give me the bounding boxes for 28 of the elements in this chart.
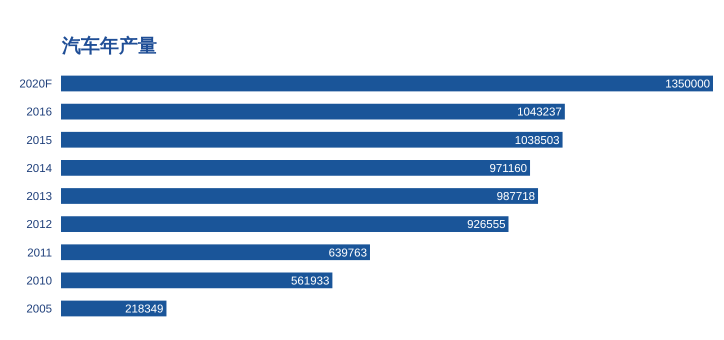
bar — [61, 76, 713, 92]
bar — [61, 188, 538, 204]
bar — [61, 132, 563, 148]
y-tick-label: 2011 — [27, 247, 52, 260]
y-tick-label: 2016 — [26, 106, 52, 119]
data-label: 971160 — [490, 162, 528, 175]
y-tick-label: 2020F — [19, 78, 52, 91]
data-label: 1038503 — [514, 134, 560, 147]
chart-title: 汽车年产量 — [61, 35, 157, 57]
bar — [61, 272, 332, 288]
bar — [61, 160, 530, 176]
y-tick-label: 2005 — [26, 304, 52, 316]
data-label: 218349 — [125, 304, 164, 316]
bar — [61, 104, 565, 120]
data-label: 639763 — [328, 247, 367, 260]
y-tick-label: 2015 — [26, 134, 52, 147]
bar — [61, 244, 370, 260]
bar — [61, 300, 166, 316]
data-label: 1043237 — [517, 106, 562, 119]
y-tick-label: 2010 — [26, 275, 52, 288]
data-label: 926555 — [467, 219, 506, 232]
bar — [61, 216, 508, 232]
data-label: 561933 — [291, 275, 330, 288]
data-label: 1350000 — [665, 78, 710, 91]
data-label: 987718 — [496, 191, 536, 204]
y-tick-label: 2014 — [26, 162, 53, 175]
y-tick-label: 2012 — [26, 219, 52, 232]
y-tick-label: 2013 — [26, 191, 52, 204]
